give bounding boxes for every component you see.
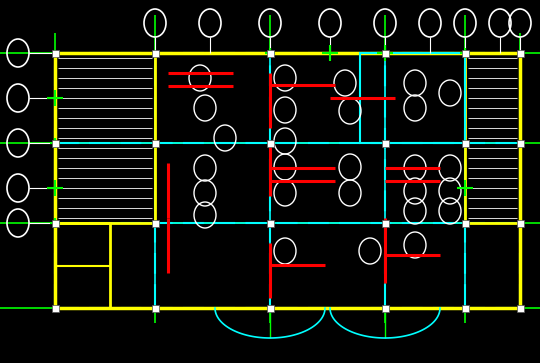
Bar — [152, 305, 159, 311]
Bar — [516, 49, 523, 57]
Bar — [462, 139, 469, 147]
Bar — [267, 139, 273, 147]
Bar — [152, 220, 159, 227]
Bar — [55, 223, 110, 308]
Bar — [51, 49, 58, 57]
Bar — [51, 139, 58, 147]
Bar — [55, 53, 520, 308]
Bar — [462, 220, 469, 227]
Bar — [267, 220, 273, 227]
Bar — [152, 49, 159, 57]
Bar — [360, 53, 465, 143]
Bar — [381, 305, 388, 311]
Bar — [381, 220, 388, 227]
Bar — [381, 49, 388, 57]
Bar — [267, 49, 273, 57]
Bar — [465, 53, 520, 223]
Bar — [381, 139, 388, 147]
Bar — [51, 305, 58, 311]
Bar — [462, 49, 469, 57]
Bar — [152, 139, 159, 147]
Bar — [55, 53, 155, 223]
Bar — [516, 220, 523, 227]
Bar — [516, 139, 523, 147]
Bar — [267, 305, 273, 311]
Bar — [462, 305, 469, 311]
Bar — [51, 220, 58, 227]
Bar — [516, 305, 523, 311]
